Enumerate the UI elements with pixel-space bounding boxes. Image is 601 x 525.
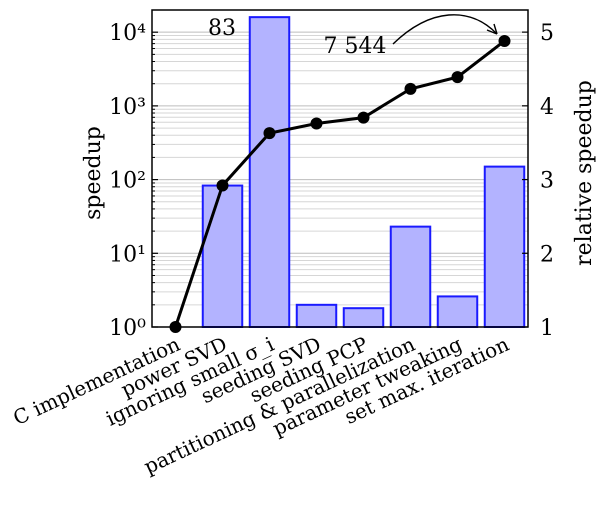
bar-5: [391, 227, 430, 327]
y-axis-label-right: relative speedup: [572, 80, 597, 266]
left-tick-label-0: 10⁰: [109, 316, 146, 341]
left-tick-label-2: 10²: [109, 169, 146, 194]
line-point-3: [311, 118, 323, 130]
line-point-5: [405, 83, 417, 95]
total-speedup-annotation: 7 544: [324, 34, 387, 59]
y-axis-label-left: speedup: [81, 126, 106, 220]
right-tick-label-3: 4: [540, 95, 554, 120]
left-tick-label-3: 10³: [109, 95, 146, 120]
right-tick-label-0: 1: [540, 316, 554, 341]
line-point-7: [499, 35, 511, 47]
right-tick-label-1: 2: [540, 242, 554, 267]
bar-7: [485, 167, 524, 327]
line-point-4: [358, 112, 370, 124]
line-point-2: [264, 127, 276, 139]
left-tick-label-1: 10¹: [109, 242, 146, 267]
bar-1: [203, 186, 242, 327]
right-tick-label-4: 5: [540, 21, 554, 46]
bar-6: [438, 296, 477, 327]
line-point-1: [217, 179, 229, 191]
left-tick-label-4: 10⁴: [109, 21, 146, 46]
line-point-0: [170, 321, 182, 333]
bar-2: [250, 17, 289, 327]
right-tick-label-2: 3: [540, 169, 554, 194]
bar-annotation-83: 83: [208, 16, 236, 41]
line-point-6: [452, 71, 464, 83]
bar-3: [297, 305, 336, 327]
bar-4: [344, 308, 383, 327]
